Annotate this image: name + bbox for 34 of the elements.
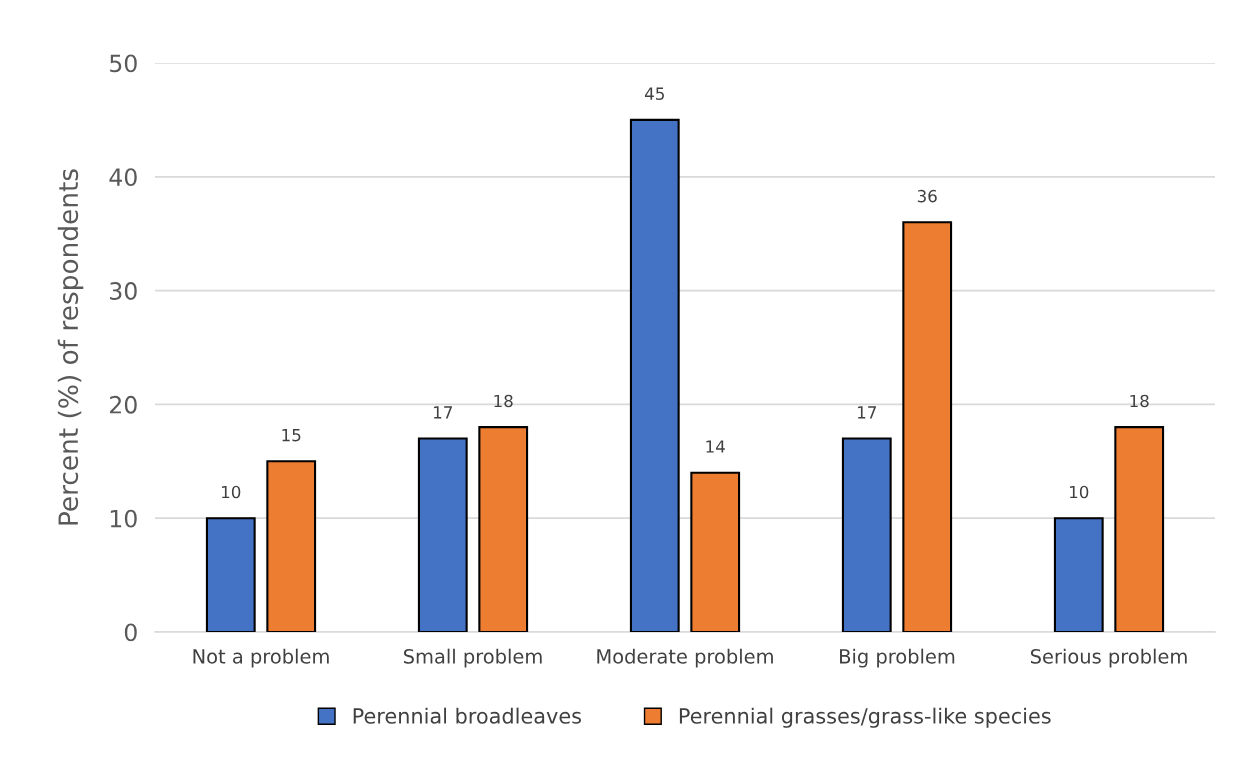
legend-label: Perennial broadleaves <box>353 707 582 724</box>
data-label: 15 <box>282 429 301 442</box>
x-tick-label: Not a problem <box>193 648 329 668</box>
x-tick-label: Small problem <box>403 648 542 668</box>
x-tick-label: Serious problem <box>1030 648 1187 668</box>
data-label: 18 <box>1130 394 1149 408</box>
bar <box>205 517 256 632</box>
data-label: 45 <box>645 87 664 100</box>
bar <box>841 437 892 632</box>
data-label: 10 <box>222 485 241 499</box>
bar <box>417 437 468 632</box>
bar <box>266 460 317 632</box>
data-label: 36 <box>917 189 937 203</box>
bar <box>690 471 741 632</box>
y-tick-label: 50 <box>110 54 137 73</box>
legend-label: Perennial grasses/grass-like species <box>679 707 1051 728</box>
x-tick-label: Big problem <box>840 648 955 668</box>
bar <box>1114 426 1165 632</box>
data-label: 18 <box>494 394 513 408</box>
bar <box>1053 517 1104 632</box>
data-label: 17 <box>434 406 452 419</box>
bar <box>478 426 529 632</box>
y-tick-label: 10 <box>110 509 137 528</box>
y-tick-label: 0 <box>124 623 137 642</box>
bar <box>629 118 680 632</box>
y-axis-title: Percent (%) of respondents <box>57 169 84 525</box>
bar <box>902 221 953 632</box>
data-label: 10 <box>1070 485 1089 499</box>
x-tick-label: Moderate problem <box>597 648 773 668</box>
data-label: 17 <box>858 406 876 419</box>
y-tick-label: 30 <box>110 282 137 300</box>
y-tick-label: 20 <box>110 395 137 414</box>
data-label: 14 <box>706 440 725 453</box>
y-tick-label: 40 <box>109 168 137 187</box>
